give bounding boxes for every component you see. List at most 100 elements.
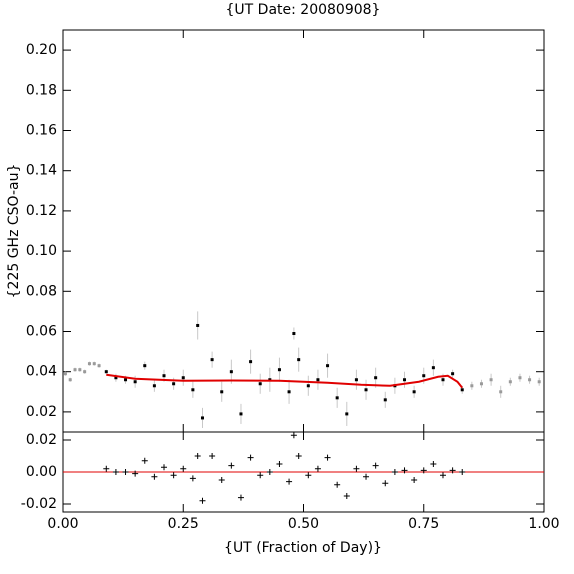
residual-point	[353, 465, 360, 472]
y-tick-label: 0.02	[26, 404, 57, 420]
residual-point	[411, 477, 418, 483]
data-point	[499, 390, 503, 394]
data-point	[68, 378, 72, 382]
data-point	[73, 368, 77, 372]
data-point	[479, 382, 483, 386]
residual-point	[334, 481, 341, 488]
x-tick-label: 0.50	[288, 516, 319, 532]
residual-point	[151, 473, 158, 480]
residual-point	[209, 453, 216, 459]
data-point	[354, 378, 358, 382]
data-point	[172, 382, 176, 386]
data-point	[210, 358, 214, 362]
data-point	[143, 364, 147, 368]
residual-point	[257, 472, 264, 479]
data-point	[508, 380, 512, 384]
data-point	[83, 370, 87, 374]
residual-point	[189, 475, 196, 482]
residual-point	[199, 497, 206, 504]
x-tick-label: 0.75	[408, 516, 439, 532]
y-tick-label: 0.18	[26, 82, 57, 98]
data-point	[431, 366, 435, 370]
residual-point	[324, 454, 331, 461]
residual-point	[122, 469, 129, 475]
residual-point	[391, 469, 398, 475]
data-point	[196, 323, 200, 327]
data-point	[518, 376, 522, 380]
residual-point	[401, 467, 408, 474]
residual-point	[218, 477, 225, 483]
data-point	[133, 380, 137, 384]
y-tick-label: 0.10	[26, 243, 57, 259]
residual-point	[343, 493, 350, 499]
residual-point	[170, 472, 177, 479]
residual-point	[305, 472, 312, 479]
residual-point	[439, 472, 446, 479]
data-point	[220, 390, 224, 394]
y-tick-label: 0.20	[26, 42, 57, 58]
data-point	[87, 362, 91, 366]
data-point	[162, 374, 166, 378]
residual-point	[314, 465, 321, 472]
data-point	[63, 372, 67, 376]
residual-point	[237, 494, 244, 501]
data-point	[200, 416, 204, 420]
chart-title: {UT Date: 20080908}	[226, 2, 381, 18]
y-axis-label: {225 GHz CSO-au}	[6, 164, 22, 299]
data-point	[114, 376, 118, 380]
data-point	[374, 376, 378, 380]
y-tick-label: 0.14	[26, 163, 57, 179]
data-point	[412, 390, 416, 394]
x-tick-label: 0.25	[168, 516, 199, 532]
data-point	[345, 412, 349, 416]
y-tick-label: 0.02	[26, 432, 57, 448]
data-point	[181, 376, 185, 380]
residual-point	[290, 432, 297, 439]
residual-point	[194, 453, 201, 459]
data-point	[403, 378, 407, 382]
residual-point	[141, 457, 148, 464]
data-point	[316, 378, 320, 382]
residual-point	[132, 470, 139, 477]
data-point	[124, 378, 128, 382]
residual-point	[420, 467, 427, 474]
y-tick-label: 0.08	[26, 283, 57, 299]
data-point	[364, 388, 368, 392]
data-point	[277, 368, 281, 372]
data-point	[191, 388, 195, 392]
data-point	[92, 362, 96, 366]
residual-point	[449, 467, 456, 474]
residual-point	[372, 462, 379, 469]
data-point	[229, 370, 233, 374]
data-point	[470, 384, 474, 388]
data-point	[422, 374, 426, 378]
y-tick-label: 0.16	[26, 123, 57, 139]
data-point	[104, 370, 108, 374]
data-point	[97, 364, 101, 368]
data-point	[152, 384, 156, 388]
data-point	[460, 388, 464, 392]
data-point	[441, 378, 445, 382]
x-axis-label: {UT (Fraction of Day)}	[224, 540, 382, 556]
residual-point	[228, 462, 235, 469]
residual-point	[103, 465, 110, 472]
residual-point	[459, 469, 466, 475]
y-tick-label: 0.12	[26, 203, 57, 219]
residual-point	[382, 480, 389, 487]
residual-point	[161, 464, 168, 471]
y-tick-label: 0.00	[26, 464, 57, 480]
fit-line	[106, 373, 464, 389]
data-point	[489, 378, 493, 382]
data-point	[258, 382, 262, 386]
residual-point	[112, 469, 119, 475]
data-point	[306, 384, 310, 388]
data-point	[335, 396, 339, 400]
data-point	[383, 398, 387, 402]
residual-point	[247, 454, 254, 461]
data-point	[249, 360, 253, 364]
x-tick-label: 0.00	[47, 516, 78, 532]
data-point	[297, 358, 301, 362]
plot-frame	[62, 29, 545, 433]
residual-point	[266, 469, 273, 475]
